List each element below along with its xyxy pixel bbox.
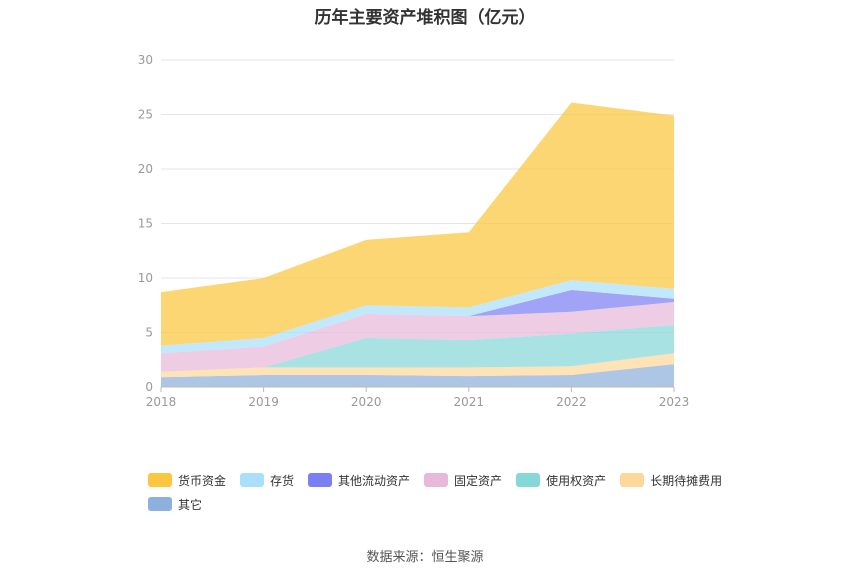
area-货币资金[interactable] xyxy=(161,102,674,346)
x-tick-label: 2021 xyxy=(454,395,485,409)
legend-swatch xyxy=(148,473,172,487)
area-存货[interactable] xyxy=(161,280,674,354)
legend-swatch xyxy=(620,473,645,487)
y-tick-label: 5 xyxy=(145,326,153,340)
y-tick-label: 0 xyxy=(145,380,153,394)
chart-title: 历年主要资产堆积图（亿元） xyxy=(314,8,536,28)
area-其它[interactable] xyxy=(161,364,674,387)
y-tick-label: 15 xyxy=(138,217,153,231)
legend-swatch xyxy=(424,473,449,487)
x-tick-label: 2020 xyxy=(351,395,382,409)
legend-swatch xyxy=(516,473,541,487)
area-series xyxy=(161,102,674,387)
legend-item[interactable]: 其他流动资产 xyxy=(308,472,410,488)
legend-label: 存货 xyxy=(270,473,295,488)
area-固定资产[interactable] xyxy=(161,301,674,372)
legend-item[interactable]: 存货 xyxy=(240,472,294,488)
legend-item[interactable]: 长期待摊费用 xyxy=(620,472,722,488)
area-使用权资产[interactable] xyxy=(161,324,674,372)
legend-label: 长期待摊费用 xyxy=(650,473,723,488)
legend-item[interactable]: 货币资金 xyxy=(148,472,226,488)
y-tick-label: 25 xyxy=(138,108,153,122)
y-tick-label: 30 xyxy=(138,53,153,67)
area-chart: 0 5 10 15 20 25 30 2018 2019 2020 2021 2022 2023 xyxy=(138,53,690,409)
y-tick-label: 10 xyxy=(138,271,153,285)
legend-swatch xyxy=(148,497,172,511)
x-tick-label: 2018 xyxy=(146,395,177,409)
legend-label: 其他流动资产 xyxy=(338,473,411,488)
area-其他流动资产[interactable] xyxy=(161,289,674,354)
legend-label: 使用权资产 xyxy=(546,473,607,488)
x-tick-label: 2023 xyxy=(659,395,690,409)
legend-item[interactable]: 使用权资产 xyxy=(516,472,606,488)
x-tick-label: 2022 xyxy=(556,395,587,409)
legend-label: 其它 xyxy=(178,497,203,512)
legend-item[interactable]: 其它 xyxy=(148,496,202,512)
legend-item[interactable]: 固定资产 xyxy=(424,472,502,488)
x-tick-label: 2019 xyxy=(248,395,279,409)
legend-label: 货币资金 xyxy=(178,473,227,488)
legend-label: 固定资产 xyxy=(454,473,503,488)
source-text: 数据来源：恒生聚源 xyxy=(366,550,484,565)
area-长期待摊费用[interactable] xyxy=(161,353,674,378)
y-tick-label: 20 xyxy=(138,162,153,176)
legend: 货币资金 存货 其他流动资产 固定资产 使用权资产 长期待摊费用其它 xyxy=(148,472,728,512)
legend-swatch xyxy=(308,473,333,487)
legend-swatch xyxy=(240,473,265,487)
axes: 0 5 10 15 20 25 30 2018 2019 2020 2021 2022 2023 xyxy=(138,53,690,409)
